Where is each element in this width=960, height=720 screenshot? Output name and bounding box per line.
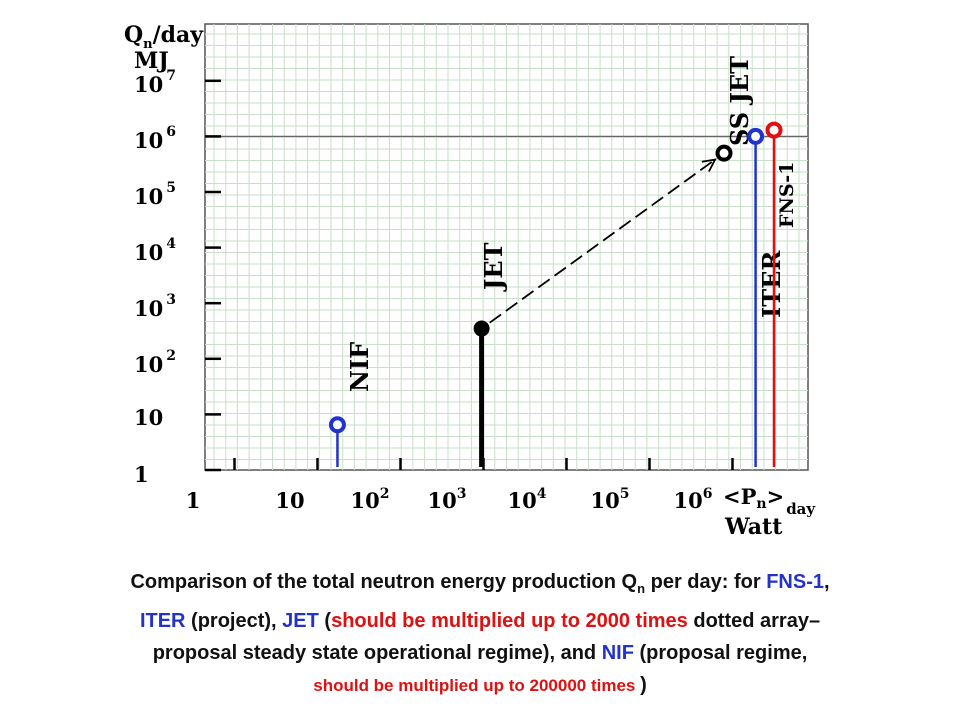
y-axis-unit: MJ [134,48,169,74]
caption-iter: ITER [139,610,186,632]
x-tick-label: 106 [674,486,713,513]
caption-fns1: FNS-1 [766,571,824,593]
caption-jet: JET [282,610,319,632]
x-tick-label: 10 [275,488,304,513]
grid [205,24,808,470]
point-fns-1 [765,121,783,139]
point-ss-jet [715,144,733,162]
x-tick-label: 104 [508,486,547,513]
x-axis-label: <Pn> day [723,484,816,518]
caption-multiply-200000: should be multiplied up to 200000 times [313,676,641,695]
label-jet: JET [479,242,508,292]
y-tick-label: 10 4 [134,236,176,265]
y-tick-label: 10 6 [134,124,176,153]
caption-line-4: should be multiplied up to 200000 times … [313,674,647,696]
caption-line-2: ITER (project), JET (should be multiplie… [139,610,821,632]
x-tick-label: 103 [428,486,467,513]
y-axis-label: Qn/day [124,22,204,52]
y-tick-label: 10 2 [134,348,176,377]
point-iter [747,127,765,145]
caption-multiply-2000: should be multiplied up to 2000 times [331,610,688,632]
y-tick-label: 1 [134,462,149,487]
caption-nif: NIF [601,642,634,664]
figure-caption: Comparison of the total neutron energy p… [0,566,960,702]
caption-line-1: Comparison of the total neutron energy p… [130,571,830,596]
point-nif [328,416,346,434]
x-tick-labels: 1 10 102 103 104 105 106 [186,486,713,513]
arrow-head [701,158,717,172]
point-jet [473,320,490,337]
caption-line-3: proposal steady state operational regime… [152,642,808,664]
y-tick-label: 10 [134,405,163,430]
y-tick-label: 10 7 [134,68,176,97]
ticks [205,79,734,472]
x-tick-label: 102 [351,486,390,513]
label-nif: NIF [345,342,374,392]
label-fns-1: FNS-1 [776,162,798,228]
x-axis-unit: Watt [724,514,783,540]
y-tick-label: 10 3 [134,292,176,321]
x-tick-label: 105 [591,486,630,513]
x-tick-label: 1 [186,488,201,513]
label-iter: ITER [757,250,786,318]
y-tick-label: 10 5 [134,180,176,209]
arrow-line [489,158,716,324]
